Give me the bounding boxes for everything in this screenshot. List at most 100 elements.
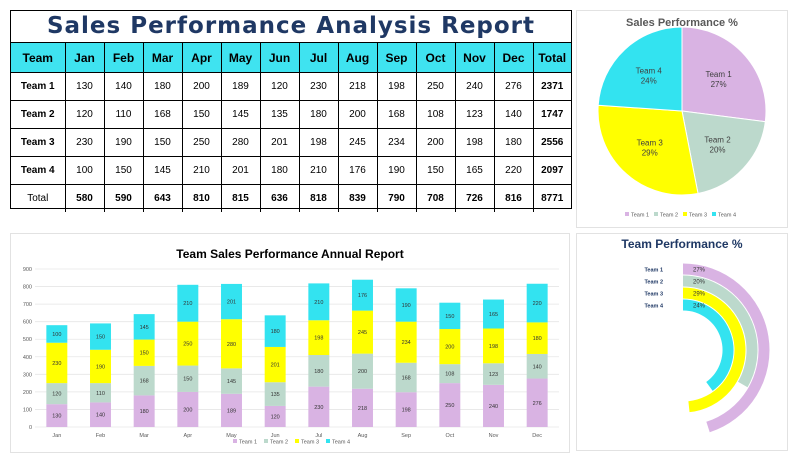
table-cell: 198 xyxy=(298,128,339,157)
bar-segment xyxy=(46,342,68,384)
row-label: Total xyxy=(11,184,66,212)
table-cell: 201 xyxy=(259,128,300,157)
legend-label: Team 2 xyxy=(660,213,678,219)
legend-label: Team 4 xyxy=(332,440,350,446)
table-cell: 140 xyxy=(103,72,144,101)
table-cell: 210 xyxy=(298,156,339,185)
bar-segment xyxy=(526,283,548,323)
legend-label: Team 1 xyxy=(239,440,257,446)
bar-segment xyxy=(90,349,111,384)
bar-data-label: 123 xyxy=(489,372,498,378)
bar-segment xyxy=(352,388,373,427)
x-tick-label: Jun xyxy=(271,433,280,439)
table-cell: 815 xyxy=(220,184,261,212)
bar-segment xyxy=(177,365,199,392)
y-tick-label: 0 xyxy=(29,425,32,431)
bar-data-label: 250 xyxy=(183,342,192,348)
column-header: Mar xyxy=(142,43,183,73)
table-cell: 220 xyxy=(493,156,534,185)
x-tick-label: Apr xyxy=(184,433,193,439)
radial-bar-percent: 24% xyxy=(693,304,706,310)
table-cell: 200 xyxy=(181,72,222,101)
table-cell: 108 xyxy=(415,100,456,129)
bar-data-label: 180 xyxy=(533,336,542,342)
column-header: Nov xyxy=(454,43,495,73)
bar-segment xyxy=(308,320,330,356)
bar-data-label: 150 xyxy=(96,335,105,341)
bar-data-label: 230 xyxy=(314,405,323,411)
radial-bar-label: Team 4 xyxy=(644,304,663,310)
bar-segment xyxy=(46,383,68,405)
bar-segment xyxy=(352,310,373,354)
x-tick-label: Aug xyxy=(358,433,368,439)
table-cell: 810 xyxy=(181,184,222,212)
table-cell: 123 xyxy=(454,100,495,129)
table-cell: 218 xyxy=(337,72,378,101)
bar-segment xyxy=(308,386,330,427)
pie-slice-label: Team 1 xyxy=(705,70,732,79)
bar-data-label: 150 xyxy=(140,351,149,357)
radial-bar xyxy=(682,287,746,413)
legend-swatch xyxy=(625,212,629,216)
table-cell: 130 xyxy=(64,72,105,101)
column-header: Dec xyxy=(493,43,534,73)
bar-data-label: 210 xyxy=(183,301,192,307)
bar-segment xyxy=(177,391,199,427)
table-cell: 150 xyxy=(415,156,456,185)
bar-data-label: 130 xyxy=(52,414,61,420)
bar-segment xyxy=(221,283,242,320)
legend-label: Team 3 xyxy=(301,440,319,446)
bar-data-label: 108 xyxy=(445,372,454,378)
bar-data-label: 234 xyxy=(402,340,411,346)
bar-segment xyxy=(90,402,111,427)
bar-segment xyxy=(133,395,155,427)
table-cell: 230 xyxy=(298,72,339,101)
table-cell: 135 xyxy=(259,100,300,129)
table-cell: 240 xyxy=(454,72,495,101)
bar-segment xyxy=(352,353,373,389)
table-cell: 200 xyxy=(415,128,456,157)
bar-data-label: 140 xyxy=(533,364,542,370)
table-cell: 643 xyxy=(142,184,183,212)
bar-data-label: 145 xyxy=(140,325,149,331)
bar-data-label: 190 xyxy=(402,303,411,309)
table-cell: 165 xyxy=(454,156,495,185)
table-cell: 180 xyxy=(142,72,183,101)
radial-bar xyxy=(682,275,758,388)
bar-segment xyxy=(483,363,504,385)
table-cell: 708 xyxy=(415,184,456,212)
bar-data-label: 165 xyxy=(489,312,498,318)
bar-data-label: 280 xyxy=(227,342,236,348)
bar-segment xyxy=(395,321,417,363)
bar-segment xyxy=(264,315,286,347)
row-total-cell: 2097 xyxy=(532,156,571,185)
table-cell: 636 xyxy=(259,184,300,212)
bar-segment xyxy=(308,283,330,321)
bar-segment xyxy=(264,346,286,383)
pie-slice-label: Team 4 xyxy=(636,66,663,75)
pie-slice xyxy=(597,104,699,196)
table-cell: 818 xyxy=(298,184,339,212)
bar-segment xyxy=(177,284,199,322)
bar-segment xyxy=(308,355,330,387)
bar-segment xyxy=(264,382,286,406)
table-cell: 100 xyxy=(64,156,105,185)
table-row: Team 3 230 190 150 250 280 201 198 245 2… xyxy=(11,128,571,157)
table-row: Team 2 120 110 168 150 145 135 180 200 1… xyxy=(11,100,571,129)
bar-segment xyxy=(221,393,242,427)
bar-data-label: 276 xyxy=(533,401,542,407)
bar-data-label: 180 xyxy=(314,369,323,375)
bar-chart-title: Team Sales Performance Annual Report xyxy=(176,247,404,261)
bar-segment xyxy=(483,328,504,364)
pie-slice-label: Team 2 xyxy=(704,135,731,144)
x-tick-label: Oct xyxy=(446,433,455,439)
bar-data-label: 150 xyxy=(445,314,454,320)
bar-data-label: 135 xyxy=(271,392,280,398)
bar-segment xyxy=(221,319,242,369)
bar-segment xyxy=(133,314,155,340)
table-cell: 250 xyxy=(415,72,456,101)
bar-segment xyxy=(439,302,461,330)
x-tick-label: Jul xyxy=(315,433,322,439)
pie-slice-label: Team 3 xyxy=(637,139,664,148)
bar-data-label: 140 xyxy=(96,413,105,419)
